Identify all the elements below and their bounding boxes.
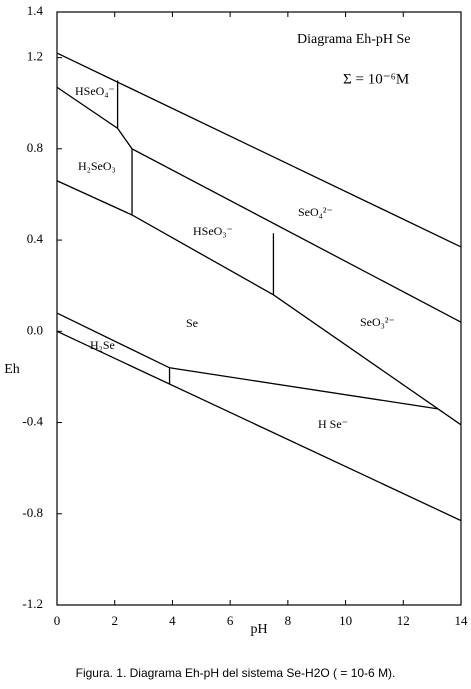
y-tick-label: 1.2	[27, 49, 43, 64]
region-label: H₂Se	[90, 338, 115, 352]
region-label: SeO₄²⁻	[298, 205, 333, 219]
y-tick-label: 0.0	[27, 322, 43, 337]
y-tick-label: -1.2	[22, 596, 43, 611]
x-tick-label: 6	[227, 613, 234, 628]
region-label: HSeO₄⁻	[75, 84, 115, 98]
region-label: H₂SeO₃	[78, 159, 116, 173]
chart-title: Diagrama Eh-pH Se	[297, 32, 411, 47]
x-tick-label: 4	[169, 613, 176, 628]
x-tick-label: 12	[397, 613, 410, 628]
plot-frame	[56, 11, 462, 606]
x-tick-label: 2	[111, 613, 118, 628]
x-tick-label: 8	[285, 613, 292, 628]
boundary-line	[56, 52, 462, 248]
y-tick-label: 0.8	[27, 140, 43, 155]
y-axis-label: Eh	[4, 362, 20, 377]
x-axis-label: pH	[250, 622, 267, 637]
chart-subtitle: Σ = 10⁻⁶M	[343, 71, 409, 87]
region-label: H Se⁻	[318, 417, 348, 431]
chart: Diagrama Eh-pH Se Σ = 10⁻⁶M pH Eh 0 2 4 6 8 1…	[4, 3, 469, 637]
x-tick-label: 10	[339, 613, 352, 628]
region-label: SeO₃²⁻	[360, 315, 395, 329]
y-tick-label: 0.4	[27, 231, 44, 246]
y-tick-label: -0.8	[22, 505, 43, 520]
boundary-line	[56, 86, 462, 323]
y-tick-label: -0.4	[22, 414, 43, 429]
region-label: HSeO₃⁻	[193, 224, 233, 238]
y-tick-label: 1.4	[27, 3, 44, 18]
x-tick-label: 14	[455, 613, 469, 628]
boundary-line	[56, 180, 462, 426]
boundary-line	[56, 330, 462, 522]
caption: Figura. 1. Diagrama Eh-pH del sistema Se…	[75, 666, 396, 680]
x-tick-label: 0	[54, 613, 61, 628]
region-label: Se	[186, 316, 198, 330]
